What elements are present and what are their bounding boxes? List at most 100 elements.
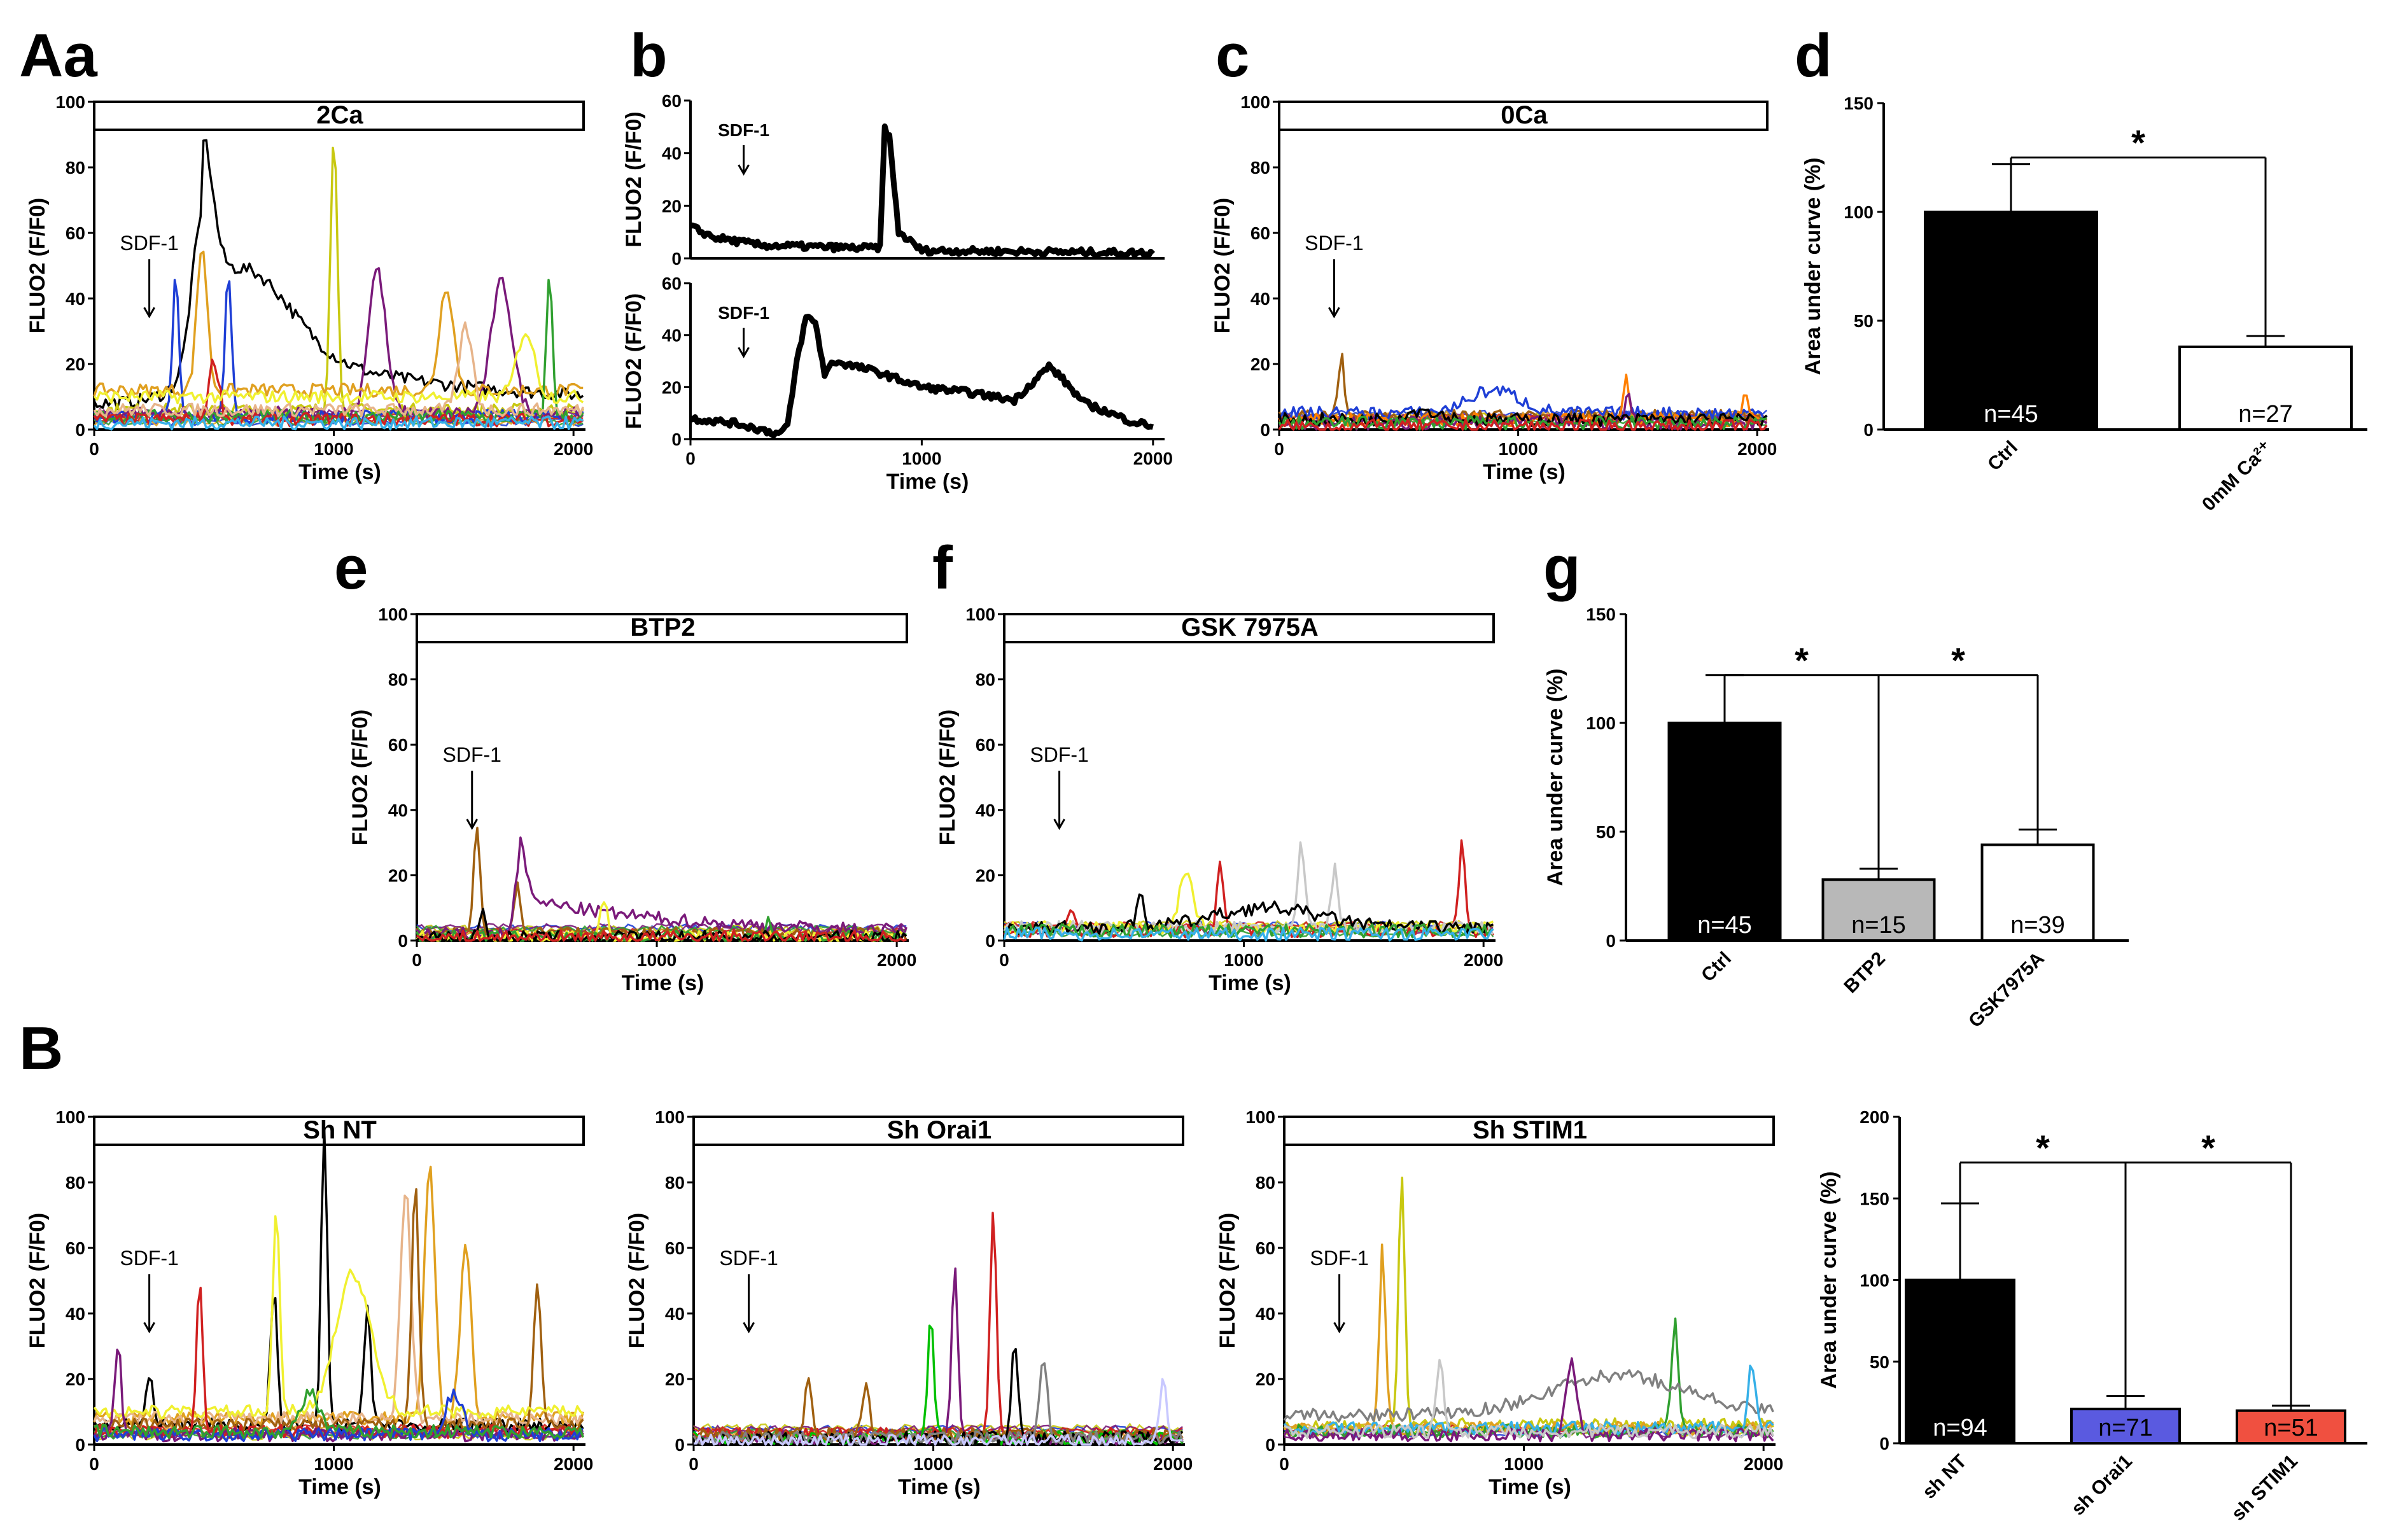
y-axis-label-f: FLUO2 (F/F0) xyxy=(935,710,960,845)
y-tick-label-c: 0 xyxy=(1260,420,1270,440)
category-label-g: Ctrl xyxy=(1697,948,1735,986)
y-tick-label-g: 50 xyxy=(1596,822,1616,842)
trace-series-B1 xyxy=(93,1188,584,1433)
stimulus-label-B2: SDF-1 xyxy=(719,1247,778,1270)
x-tick-label-B1: 2000 xyxy=(554,1454,593,1474)
x-axis-label-Aa: Time (s) xyxy=(298,460,381,484)
x-axis-label-c: Time (s) xyxy=(1483,460,1566,484)
y-tick-label-f: 100 xyxy=(965,605,995,624)
bar-g xyxy=(1980,843,2095,942)
trace-series-B1 xyxy=(94,1388,584,1439)
n-label-B4: n=71 xyxy=(2098,1415,2153,1441)
trace-series-c xyxy=(1278,415,1767,431)
trace-series-B3 xyxy=(1283,1357,1774,1443)
x-tick-label-b2: 2000 xyxy=(1133,449,1173,468)
panel-label-b: b xyxy=(630,22,668,90)
condition-box-B3 xyxy=(1283,1116,1775,1146)
x-axis-label-B2: Time (s) xyxy=(898,1475,981,1499)
significance-star-g: * xyxy=(1951,640,1965,680)
stimulus-arrowhead-Aa xyxy=(143,307,155,319)
y-axis-label-b1: FLUO2 (F/F0) xyxy=(622,111,646,247)
trace-series-B3 xyxy=(1283,1364,1774,1436)
y-tick-label-b1: 0 xyxy=(671,249,682,269)
y-tick-label-B2: 80 xyxy=(665,1173,685,1193)
trace-series-B3 xyxy=(1283,1369,1774,1423)
category-label-d: Ctrl xyxy=(1984,437,2022,475)
trace-series-b1 xyxy=(690,123,1156,259)
trace-series-c xyxy=(1278,385,1768,421)
y-tick-label-c: 80 xyxy=(1251,158,1270,178)
condition-label-B3: Sh STIM1 xyxy=(1473,1116,1587,1144)
y-tick-label-B1: 0 xyxy=(75,1435,85,1455)
condition-label-e: BTP2 xyxy=(630,613,695,641)
trace-series-e xyxy=(416,929,907,942)
x-tick-label-b2: 0 xyxy=(685,449,696,468)
stimulus-arrowhead-B1 xyxy=(143,1322,155,1334)
y-tick-label-B1: 20 xyxy=(66,1369,85,1389)
y-tick-label-g: 100 xyxy=(1586,713,1616,733)
stimulus-label-b1: SDF-1 xyxy=(718,120,769,140)
stimulus-arrowhead-b1 xyxy=(738,164,750,176)
y-tick-label-B3: 100 xyxy=(1245,1107,1275,1127)
y-axis-label-d: Area under curve (%) xyxy=(1801,158,1825,375)
stimulus-arrowhead-b2 xyxy=(738,347,750,359)
y-tick-label-Aa: 60 xyxy=(66,223,85,243)
y-tick-label-Aa: 0 xyxy=(75,420,85,440)
condition-box-c xyxy=(1278,101,1769,131)
stimulus-arrowhead-B3 xyxy=(1333,1322,1345,1334)
condition-label-c: 0Ca xyxy=(1501,101,1548,129)
trace-series-B3 xyxy=(1283,1176,1774,1433)
bar-g xyxy=(1667,722,1782,942)
x-tick-label-B1: 1000 xyxy=(314,1454,353,1474)
x-tick-label-c: 0 xyxy=(1274,439,1284,459)
condition-box-B1 xyxy=(93,1116,585,1146)
y-tick-label-b1: 20 xyxy=(662,196,682,216)
n-label-g: n=45 xyxy=(1697,912,1752,939)
x-tick-label-e: 1000 xyxy=(637,950,676,970)
panel-label-d: d xyxy=(1795,22,1832,90)
y-tick-label-B1: 40 xyxy=(66,1304,85,1324)
x-tick-label-B3: 0 xyxy=(1279,1454,1289,1474)
panel-label-c: c xyxy=(1216,22,1249,90)
trace-series-B2 xyxy=(693,1378,1183,1446)
y-tick-label-c: 40 xyxy=(1251,289,1270,309)
stimulus-label-Aa: SDF-1 xyxy=(120,232,178,255)
x-axis-label-B3: Time (s) xyxy=(1489,1475,1571,1499)
y-axis-label-g: Area under curve (%) xyxy=(1543,669,1567,886)
y-tick-label-f: 20 xyxy=(976,865,995,885)
y-axis-label-Aa: FLUO2 (F/F0) xyxy=(25,198,50,333)
trace-series-c xyxy=(1278,418,1768,431)
trace-series-B3 xyxy=(1284,1359,1774,1439)
trace-series-f xyxy=(1004,893,1494,935)
stimulus-label-f: SDF-1 xyxy=(1030,743,1088,766)
y-tick-label-f: 80 xyxy=(976,670,995,690)
trace-series-Aa xyxy=(93,415,584,431)
stimulus-arrowhead-f xyxy=(1053,818,1065,830)
y-axis-label-B3: FLUO2 (F/F0) xyxy=(1216,1213,1240,1348)
y-tick-label-B1: 80 xyxy=(66,1173,85,1193)
significance-star-B4: * xyxy=(2036,1128,2050,1168)
y-tick-label-B4: 50 xyxy=(1870,1352,1889,1372)
y-tick-label-B1: 60 xyxy=(66,1238,85,1258)
y-tick-label-e: 100 xyxy=(378,605,408,624)
condition-label-B1: Sh NT xyxy=(303,1116,377,1144)
y-tick-label-g: 150 xyxy=(1586,605,1616,624)
x-axis-label-b2: Time (s) xyxy=(886,470,969,494)
condition-label-f: GSK 7975A xyxy=(1181,613,1319,641)
trace-series-B1 xyxy=(93,1194,584,1426)
significance-star-B4: * xyxy=(2201,1128,2215,1168)
y-tick-label-B2: 0 xyxy=(675,1435,685,1455)
n-label-B4: n=94 xyxy=(1933,1415,1987,1441)
y-tick-label-B4: 0 xyxy=(1879,1434,1889,1453)
category-label-B4: sh STIM1 xyxy=(2227,1451,2301,1525)
x-axis-label-B1: Time (s) xyxy=(298,1475,381,1499)
bar-d xyxy=(1924,211,2098,431)
trace-series-B1 xyxy=(93,1348,584,1443)
y-tick-label-B4: 150 xyxy=(1860,1189,1889,1208)
bar-B4 xyxy=(2236,1409,2346,1445)
y-tick-label-c: 20 xyxy=(1251,354,1270,374)
trace-series-B1 xyxy=(93,1388,584,1443)
n-label-g: n=39 xyxy=(2010,912,2065,939)
x-tick-label-Aa: 1000 xyxy=(314,439,353,459)
n-label-g: n=15 xyxy=(1851,912,1906,939)
